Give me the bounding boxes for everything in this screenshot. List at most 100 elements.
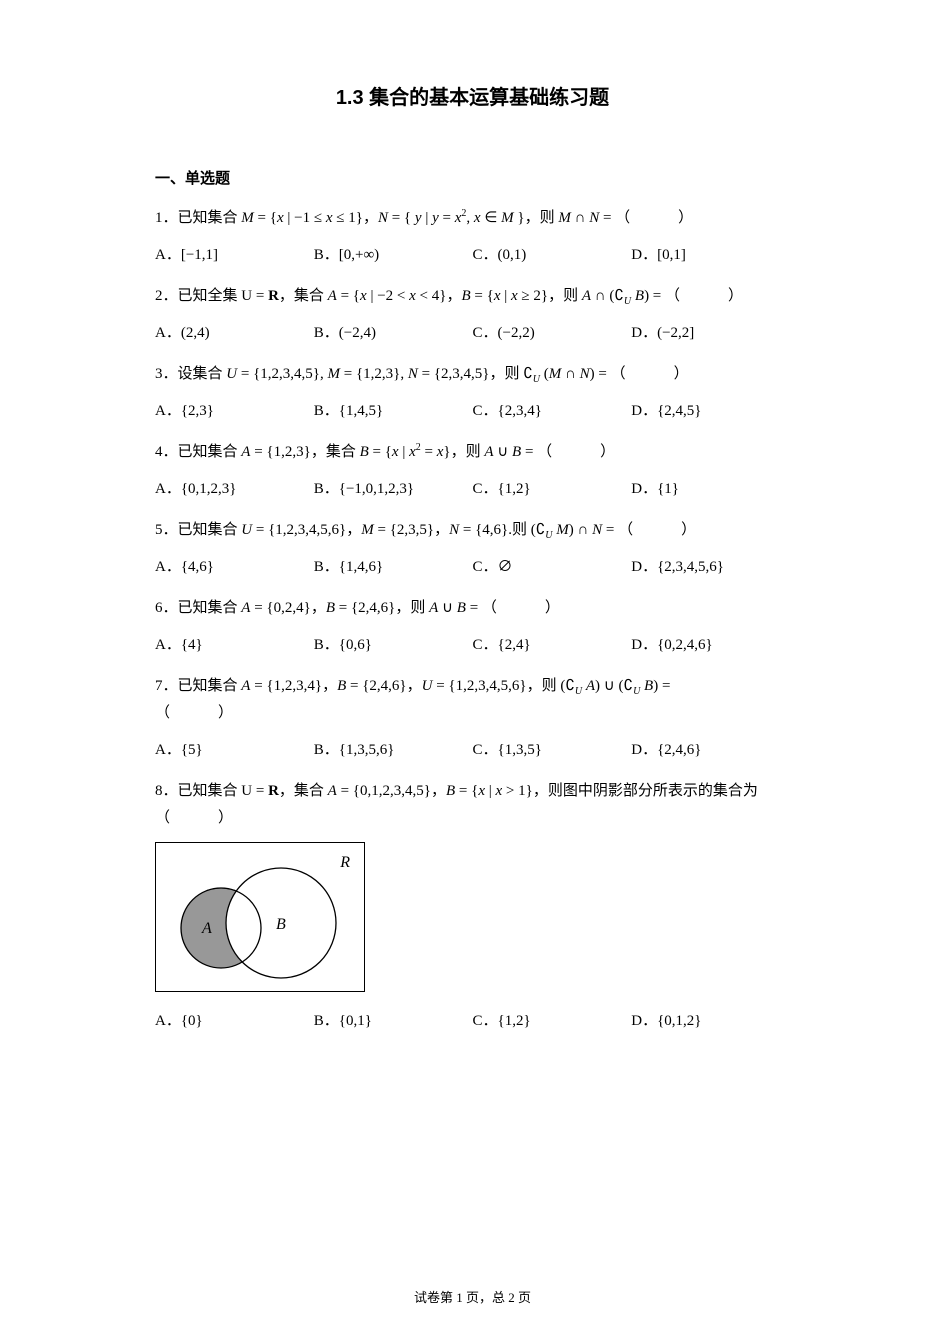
num: 1． <box>155 210 178 226</box>
v: {2,4,6} <box>657 742 701 758</box>
option-c: C．{2,4} <box>473 632 632 659</box>
num: 3． <box>155 366 178 382</box>
t: 已知集合 U = <box>178 783 269 799</box>
v: (0,1) <box>498 247 527 263</box>
num: 6． <box>155 600 178 616</box>
v: {0} <box>181 1013 203 1029</box>
option-d: D．{2,4,5} <box>631 398 790 425</box>
problem-8: 8．已知集合 U = R，集合 A = {0,1,2,3,4,5}，B = {x… <box>155 778 790 1035</box>
v: {1} <box>657 481 679 497</box>
option-a: A．{4} <box>155 632 314 659</box>
blank: （ ） <box>665 288 749 304</box>
problem-8-options: A．{0} B．{0,1} C．{1,2} D．{0,1,2} <box>155 1008 790 1035</box>
problem-3-options: A．{2,3} B．{1,4,5} C．{2,3,4} D．{2,4,5} <box>155 398 790 425</box>
option-d: D．{0,2,4,6} <box>631 632 790 659</box>
option-a: A．(2,4) <box>155 320 314 347</box>
v: (2,4) <box>181 325 210 341</box>
blank: （ ） <box>537 444 621 460</box>
option-c: C．(0,1) <box>473 242 632 269</box>
v: {5} <box>181 742 203 758</box>
v: [−1,1] <box>181 247 218 263</box>
option-b: B．(−2,4) <box>314 320 473 347</box>
option-d: D．[0,1] <box>631 242 790 269</box>
option-a: A．{0,1,2,3} <box>155 476 314 503</box>
problem-1: 1．已知集合 M = {x | −1 ≤ x ≤ 1}，N = { y | y … <box>155 205 790 269</box>
v: {2,3,4,5,6} <box>657 559 724 575</box>
t: 设集合 <box>178 366 227 382</box>
blank: （ ） <box>155 705 239 721</box>
option-b: B．{1,4,5} <box>314 398 473 425</box>
problem-3: 3．设集合 U = {1,2,3,4,5}, M = {1,2,3}, N = … <box>155 361 790 425</box>
v: {1,3,5} <box>498 742 542 758</box>
v: [0,+∞) <box>339 247 379 263</box>
option-b: B．[0,+∞) <box>314 242 473 269</box>
v: {1,2} <box>498 481 531 497</box>
blank: （ ） <box>155 810 239 826</box>
v: (−2,4) <box>339 325 376 341</box>
t: ， <box>407 678 422 694</box>
num: 8． <box>155 783 178 799</box>
problem-5: 5．已知集合 U = {1,2,3,4,5,6}，M = {2,3,5}，N =… <box>155 517 790 581</box>
v: {2,3} <box>181 403 214 419</box>
venn-diagram: R A B <box>155 842 365 992</box>
problem-5-options: A．{4,6} B．{1,4,6} C．∅ D．{2,3,4,5,6} <box>155 554 790 581</box>
page-footer: 试卷第 1 页，总 2 页 <box>0 1286 945 1309</box>
t: 已知集合 <box>178 522 242 538</box>
problem-2-options: A．(2,4) B．(−2,4) C．(−2,2) D．(−2,2] <box>155 320 790 347</box>
v: {1,4,5} <box>339 403 383 419</box>
t: 已知集合 <box>178 678 242 694</box>
v: ∅ <box>498 559 513 575</box>
t: ， <box>434 522 449 538</box>
t: ， <box>322 678 337 694</box>
option-b: B．{0,6} <box>314 632 473 659</box>
problem-6-options: A．{4} B．{0,6} C．{2,4} D．{0,2,4,6} <box>155 632 790 659</box>
problem-3-stem: 3．设集合 U = {1,2,3,4,5}, M = {1,2,3}, N = … <box>155 361 790 388</box>
option-b: B．{0,1} <box>314 1008 473 1035</box>
problem-6-stem: 6．已知集合 A = {0,2,4}，B = {2,4,6}，则 A ∪ B =… <box>155 595 790 622</box>
option-c: C．(−2,2) <box>473 320 632 347</box>
section-heading: 一、单选题 <box>155 166 790 193</box>
problem-5-stem: 5．已知集合 U = {1,2,3,4,5,6}，M = {2,3,5}，N =… <box>155 517 790 544</box>
problem-2: 2．已知全集 U = R，集合 A = {x | −2 < x < 4}，B =… <box>155 283 790 347</box>
option-d: D．{2,3,4,5,6} <box>631 554 790 581</box>
footer-pre: 试卷第 <box>414 1290 456 1305</box>
v: {2,4} <box>498 637 531 653</box>
option-a: A．{5} <box>155 737 314 764</box>
t: ，集合 <box>279 288 328 304</box>
problem-7-options: A．{5} B．{1,3,5,6} C．{1,3,5} D．{2,4,6} <box>155 737 790 764</box>
problem-4-options: A．{0,1,2,3} B．{−1,0,1,2,3} C．{1,2} D．{1} <box>155 476 790 503</box>
venn-svg: A B <box>156 843 366 993</box>
t: 已知集合 <box>178 210 242 226</box>
venn-label-b: B <box>276 916 286 933</box>
num: 5． <box>155 522 178 538</box>
footer-post: 页 <box>515 1290 531 1305</box>
venn-label-a: A <box>201 920 212 937</box>
t: ， <box>311 600 326 616</box>
t: ， <box>446 288 461 304</box>
v: {0,6} <box>339 637 372 653</box>
option-c: C．{1,2} <box>473 476 632 503</box>
num: 7． <box>155 678 178 694</box>
option-a: A．{2,3} <box>155 398 314 425</box>
v: {2,4,5} <box>657 403 701 419</box>
option-d: D．(−2,2] <box>631 320 790 347</box>
v: {4,6} <box>181 559 214 575</box>
problem-4: 4．已知集合 A = {1,2,3}，集合 B = {x | x2 = x}，则… <box>155 439 790 503</box>
problem-1-stem: 1．已知集合 M = {x | −1 ≤ x ≤ 1}，N = { y | y … <box>155 205 790 232</box>
t: ，集合 <box>279 783 328 799</box>
blank: （ ） <box>611 366 695 382</box>
option-d: D．{2,4,6} <box>631 737 790 764</box>
option-b: B．{−1,0,1,2,3} <box>314 476 473 503</box>
venn-label-r: R <box>340 849 350 878</box>
option-d: D．{1} <box>631 476 790 503</box>
blank: （ ） <box>482 600 566 616</box>
v: [0,1] <box>657 247 686 263</box>
v: {1,2} <box>498 1013 531 1029</box>
t: 已知全集 U = <box>178 288 269 304</box>
problem-6: 6．已知集合 A = {0,2,4}，B = {2,4,6}，则 A ∪ B =… <box>155 595 790 659</box>
problem-8-stem: 8．已知集合 U = R，集合 A = {0,1,2,3,4,5}，B = {x… <box>155 778 790 832</box>
option-a: A．[−1,1] <box>155 242 314 269</box>
v: {1,4,6} <box>339 559 383 575</box>
num: 2． <box>155 288 178 304</box>
option-b: B．{1,3,5,6} <box>314 737 473 764</box>
